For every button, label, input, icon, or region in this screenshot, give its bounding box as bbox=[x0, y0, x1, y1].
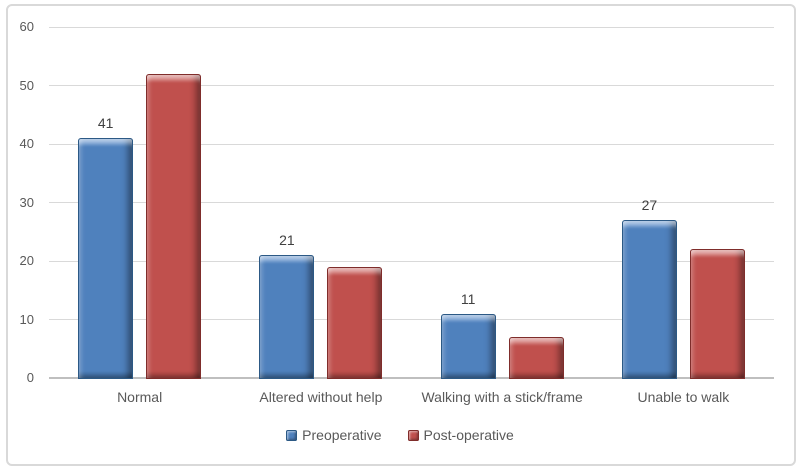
y-tick-label: 30 bbox=[19, 194, 34, 210]
bar-preoperative-2 bbox=[259, 255, 315, 379]
gridline bbox=[49, 202, 774, 203]
y-tick-label: 50 bbox=[19, 77, 34, 93]
gridline bbox=[49, 260, 774, 262]
bar-post-operative-1 bbox=[146, 73, 202, 379]
y-tick-label: 0 bbox=[26, 370, 34, 385]
data-label: 41 bbox=[97, 115, 114, 132]
y-tick-label: 60 bbox=[19, 19, 34, 34]
bar-preoperative-3 bbox=[440, 313, 496, 379]
category-label: Walking with a stick/frame bbox=[421, 389, 583, 405]
category-label: Altered without help bbox=[259, 389, 383, 405]
data-label: 11 bbox=[460, 290, 476, 307]
category-label: Unable to walk bbox=[637, 389, 730, 405]
legend-item-preoperative: Preoperative bbox=[286, 427, 382, 443]
bar-post-operative-2 bbox=[327, 266, 383, 379]
category-label: Normal bbox=[117, 389, 163, 405]
y-tick-label: 40 bbox=[19, 136, 34, 151]
legend-label: Preoperative bbox=[302, 427, 382, 443]
bar-post-operative-4 bbox=[689, 249, 745, 379]
legend-label: Post-operative bbox=[423, 427, 514, 443]
legend-swatch-icon bbox=[407, 429, 419, 441]
bar-preoperative-4 bbox=[621, 220, 677, 379]
bar-preoperative-1 bbox=[78, 138, 134, 379]
x-axis-line bbox=[49, 377, 774, 379]
y-tick-label: 10 bbox=[19, 311, 34, 327]
legend-swatch-icon bbox=[286, 429, 298, 441]
legend-item-post-operative: Post-operative bbox=[407, 427, 514, 443]
gridline bbox=[49, 143, 774, 145]
gridline bbox=[49, 26, 774, 28]
gridline bbox=[49, 319, 774, 320]
data-label: 27 bbox=[641, 197, 658, 214]
legend: Preoperative Post-operative bbox=[0, 427, 800, 443]
bar-post-operative-3 bbox=[508, 337, 564, 379]
y-tick-label: 20 bbox=[19, 253, 34, 268]
data-label: 21 bbox=[279, 232, 295, 249]
gridline bbox=[49, 85, 774, 86]
